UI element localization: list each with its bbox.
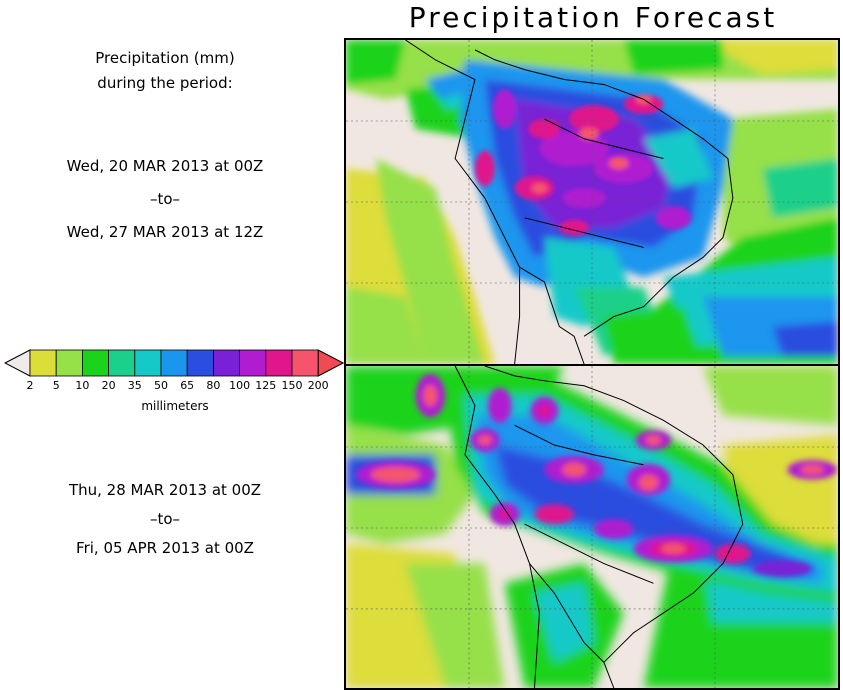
scale-tick-label: 5 <box>52 379 60 392</box>
scale-swatch <box>134 349 162 377</box>
scale-tick-label: 65 <box>180 379 195 392</box>
description-line-1: Precipitation (mm) <box>95 49 235 67</box>
scale-swatch <box>265 349 293 377</box>
period-2-label: Thu, 28 MAR 2013 at 00Z –to– Fri, 05 APR… <box>0 476 330 563</box>
period-1-end: Wed, 27 MAR 2013 at 12Z <box>66 223 264 241</box>
scale-tick-label: 2 <box>26 379 34 392</box>
scale-swatch <box>239 349 267 377</box>
scale-tick-label: 80 <box>206 379 221 392</box>
color-scale <box>4 349 346 419</box>
period-2-separator: –to– <box>149 510 181 528</box>
scale-tick-label: 35 <box>127 379 142 392</box>
map-1-graphic <box>346 40 838 364</box>
scale-tick-label: 50 <box>154 379 168 392</box>
period-1-separator: –to– <box>149 190 181 208</box>
forecast-map-period-2 <box>344 364 840 690</box>
scale-tick-label: 20 <box>101 379 116 392</box>
scale-swatch <box>55 349 83 377</box>
scale-swatch <box>291 349 319 377</box>
scale-swatch <box>160 349 188 377</box>
scale-swatch <box>82 349 110 377</box>
scale-swatch <box>29 349 57 377</box>
scale-over-arrow <box>317 349 345 377</box>
description-line-2: during the period: <box>97 74 233 92</box>
period-1-label: Wed, 20 MAR 2013 at 00Z –to– Wed, 27 MAR… <box>0 150 330 249</box>
forecast-map-period-1 <box>344 38 840 366</box>
period-2-start: Thu, 28 MAR 2013 at 00Z <box>68 481 262 499</box>
period-2-end: Fri, 05 APR 2013 at 00Z <box>76 539 254 557</box>
period-1-start: Wed, 20 MAR 2013 at 00Z <box>66 157 264 175</box>
scale-tick-label: 10 <box>75 379 90 392</box>
scale-tick-label: 200 <box>307 379 329 392</box>
color-scale-bar <box>4 349 345 377</box>
scale-swatch <box>212 349 240 377</box>
color-scale-units: millimeters <box>141 399 209 413</box>
color-scale-ticks: 2 5 10 20 35 50 65 80 100 125 150 200 <box>0 379 345 395</box>
map-title: Precipitation Forecast <box>408 1 778 34</box>
scale-under-arrow <box>4 349 31 377</box>
scale-tick-label: 150 <box>281 379 303 392</box>
scale-swatch <box>108 349 136 377</box>
scale-tick-label: 125 <box>255 379 277 392</box>
period-description: Precipitation (mm) during the period: <box>0 46 330 96</box>
map-2-graphic <box>346 366 838 688</box>
scale-tick-label: 100 <box>229 379 251 392</box>
scale-swatch <box>186 349 214 377</box>
